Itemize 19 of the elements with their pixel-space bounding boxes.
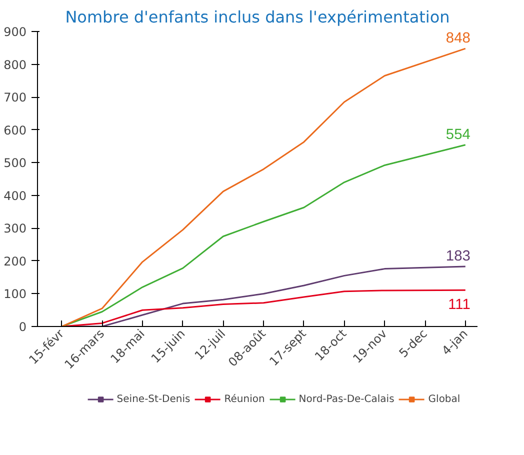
y-tick-label: 900 [4, 25, 26, 39]
y-tick-label: 0 [18, 320, 27, 334]
y-tick-label: 500 [4, 156, 26, 170]
y-tick-label: 700 [4, 90, 26, 105]
y-tick-label: 100 [4, 287, 26, 302]
chart-title: Nombre d'enfants inclus dans l'expérimentation [65, 8, 450, 26]
data-label: 848 [446, 30, 470, 47]
y-tick-label: 600 [4, 123, 26, 138]
data-label: 554 [446, 126, 470, 143]
data-label: 111 [448, 297, 470, 314]
y-tick-label: 300 [4, 222, 26, 236]
y-tick-label: 200 [4, 254, 26, 268]
y-tick-label: 400 [4, 188, 26, 203]
legend-label: Nord-Pas-De-Calais [298, 394, 394, 404]
y-tick-label: 800 [4, 58, 26, 72]
data-label: 183 [446, 248, 470, 265]
legend-label: Global [428, 394, 460, 404]
legend-label: Seine-St-Denis [116, 394, 190, 404]
legend-label: Réunion [224, 394, 265, 404]
